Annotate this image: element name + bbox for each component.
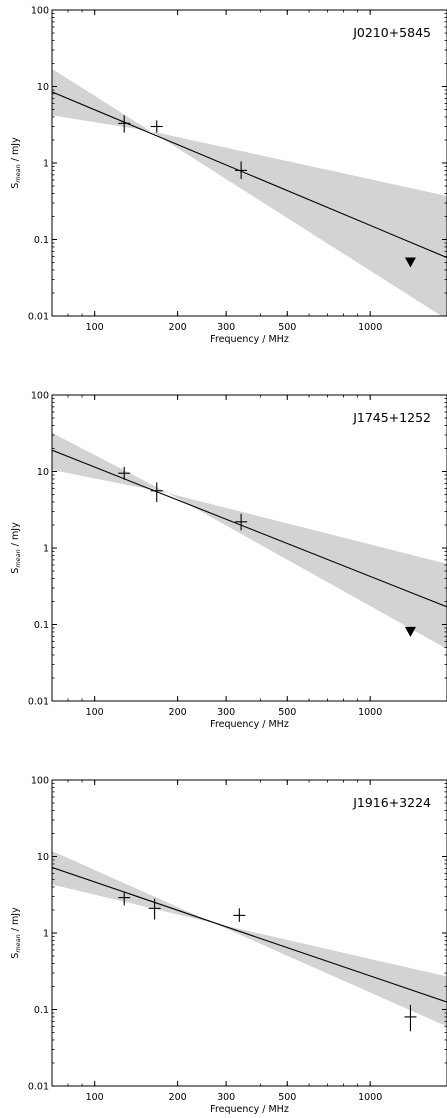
data-point: [150, 120, 163, 133]
data-point: [235, 161, 248, 179]
plot-area: [52, 851, 447, 1032]
y-tick-label: 1: [43, 159, 49, 170]
y-tick-label: 10: [37, 82, 49, 93]
y-tick-label: 100: [31, 391, 49, 402]
data-point: [118, 115, 131, 133]
x-tick-label: 1000: [358, 707, 382, 718]
y-tick-label: 0.1: [34, 620, 49, 631]
fit-confidence-band: [52, 432, 447, 649]
x-tick-label: 1000: [358, 1092, 382, 1103]
chart-title: J1745+1252: [352, 410, 431, 425]
plot-area: [52, 68, 447, 316]
y-tick-label: 100: [31, 776, 49, 787]
y-tick-label: 10: [37, 852, 49, 863]
x-tick-label: 100: [86, 707, 104, 718]
chart-title: J0210+5845: [352, 25, 431, 40]
x-axis-label: Frequency / MHz: [210, 334, 289, 345]
data-point: [118, 466, 131, 480]
x-axis-label: Frequency / MHz: [210, 1104, 289, 1115]
x-tick-label: 200: [169, 322, 187, 333]
plot-area: [52, 432, 447, 649]
x-tick-label: 100: [86, 322, 104, 333]
y-axis-label: Smean / mJy: [10, 522, 22, 574]
y-tick-label: 10: [37, 467, 49, 478]
chart-1: 0.01 0.1 1 10 100 100 200 300 500 1000 Frequency /…: [10, 6, 447, 345]
y-tick-label: 1: [43, 929, 49, 940]
data-point: [404, 1004, 417, 1032]
x-tick-label: 500: [278, 707, 296, 718]
fit-confidence-band: [52, 68, 447, 316]
x-tick-label: 200: [169, 1092, 187, 1103]
fit-line: [52, 91, 447, 259]
y-tick-label: 0.01: [28, 312, 49, 323]
fit-confidence-band: [52, 851, 447, 1027]
x-tick-label: 500: [278, 322, 296, 333]
x-tick-label: 300: [217, 322, 235, 333]
y-tick-label: 100: [31, 6, 49, 17]
x-tick-label: 300: [217, 1092, 235, 1103]
y-tick-label: 0.1: [34, 1005, 49, 1016]
data-point: [150, 482, 163, 502]
upper-limit-marker: [404, 257, 416, 268]
data-point: [118, 891, 131, 906]
y-tick-label: 0.01: [28, 1082, 49, 1093]
y-tick-label: 0.1: [34, 235, 49, 246]
chart-title: J1916+3224: [352, 795, 431, 810]
chart-3: 0.01 0.1 1 10 100 100 200 300 500 1000 Frequency /…: [10, 776, 447, 1115]
axes-frame: [51, 394, 447, 702]
y-tick-label: 0.01: [28, 697, 49, 708]
data-point: [235, 513, 248, 531]
y-axis-label: Smean / mJy: [10, 907, 22, 959]
x-tick-label: 500: [278, 1092, 296, 1103]
x-tick-label: 1000: [358, 322, 382, 333]
x-tick-label: 200: [169, 707, 187, 718]
chart-2: 0.01 0.1 1 10 100 100 200 300 500 1000 Frequency /…: [10, 391, 447, 730]
x-tick-label: 100: [86, 1092, 104, 1103]
fit-line: [52, 449, 447, 608]
data-point: [148, 898, 161, 920]
upper-limit-marker: [404, 626, 416, 637]
x-axis-label: Frequency / MHz: [210, 719, 289, 730]
fit-line: [52, 866, 447, 1003]
y-tick-label: 1: [43, 544, 49, 555]
data-point: [233, 908, 246, 922]
x-tick-label: 300: [217, 707, 235, 718]
y-axis-label: Smean / mJy: [10, 137, 22, 189]
